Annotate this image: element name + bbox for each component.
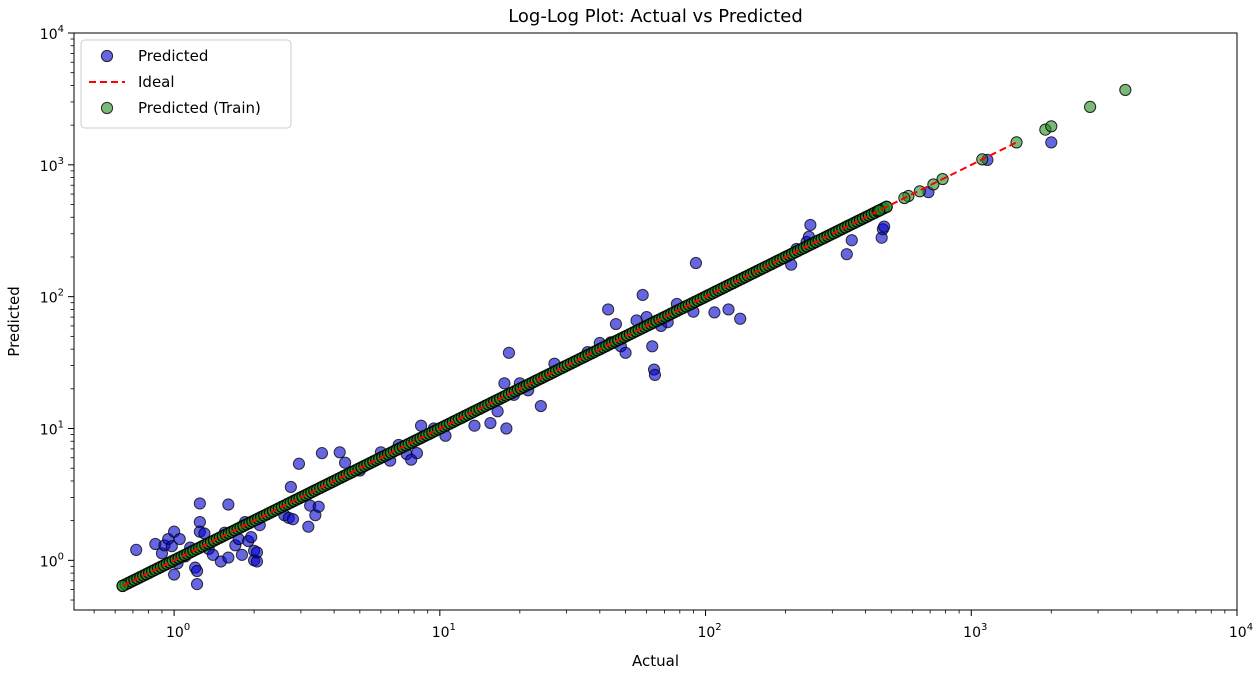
predicted-point xyxy=(500,422,513,435)
predicted-point xyxy=(130,543,143,556)
predicted-point xyxy=(286,513,300,526)
predicted-point xyxy=(190,578,204,591)
y-tick-label: 104 xyxy=(40,24,64,43)
predicted-point xyxy=(468,419,481,432)
predicted-point xyxy=(292,457,306,470)
predicted-point xyxy=(498,377,511,390)
train-point xyxy=(873,204,886,217)
predicted-point xyxy=(734,312,747,325)
chart-title: Log-Log Plot: Actual vs Predicted xyxy=(508,6,803,27)
predicted-point xyxy=(878,220,891,233)
predicted-point xyxy=(410,447,424,460)
x-tick-label: 103 xyxy=(963,622,987,641)
legend-marker-circle xyxy=(100,101,114,115)
predicted-point xyxy=(168,568,181,581)
predicted-point xyxy=(173,532,186,546)
predicted-point xyxy=(602,303,615,316)
predicted-point xyxy=(312,500,325,513)
train-point xyxy=(1045,120,1058,133)
y-tick-label: 102 xyxy=(40,288,64,307)
train-point xyxy=(1084,100,1097,114)
predicted-point xyxy=(1045,136,1058,149)
predicted-point xyxy=(619,346,632,359)
predicted-point xyxy=(206,548,220,561)
predicted-point xyxy=(165,540,178,553)
y-axis-label: Predicted xyxy=(5,286,23,356)
predicted-point xyxy=(245,531,258,544)
predicted-point xyxy=(302,520,315,533)
predicted-point xyxy=(250,546,264,559)
y-tick-label: 103 xyxy=(40,156,64,175)
train-point xyxy=(1010,136,1023,149)
legend-box xyxy=(80,39,292,129)
plot-frame xyxy=(73,32,1238,611)
legend-label: Predicted xyxy=(138,47,208,65)
predicted-point xyxy=(689,256,703,270)
predicted-point xyxy=(845,234,858,247)
predicted-point xyxy=(502,346,516,359)
predicted-point xyxy=(534,399,547,413)
legend-label: Ideal xyxy=(138,73,175,91)
predicted-point xyxy=(338,456,352,469)
predicted-point xyxy=(235,548,249,561)
predicted-point xyxy=(722,303,735,316)
predicted-point xyxy=(315,447,329,460)
x-tick-label: 102 xyxy=(697,622,721,641)
predicted-point xyxy=(840,248,853,261)
predicted-point xyxy=(284,480,297,494)
predicted-point xyxy=(648,368,662,381)
train-point xyxy=(1119,83,1132,97)
predicted-point xyxy=(708,306,721,319)
legend-marker-circle xyxy=(100,49,114,63)
predicted-point xyxy=(636,288,649,302)
predicted-point xyxy=(804,218,817,232)
predicted-point xyxy=(333,446,346,459)
predicted-point xyxy=(484,416,497,430)
legend-label: Predicted (Train) xyxy=(138,99,261,117)
ideal-line xyxy=(122,141,1017,587)
y-tick-label: 101 xyxy=(40,419,64,438)
predicted-point xyxy=(222,551,235,564)
axes: 100 101 102 103 104 100 101 102 103 104 xyxy=(40,24,1253,641)
x-tick-label: 101 xyxy=(432,622,456,641)
predicted-point xyxy=(193,497,206,510)
predicted-point xyxy=(609,317,623,331)
x-axis-label: Actual xyxy=(632,652,679,670)
plot-area xyxy=(116,83,1132,593)
predicted-point xyxy=(222,498,235,511)
predicted-point xyxy=(646,340,659,353)
legend: Predicted Ideal Predicted (Train) xyxy=(80,39,292,129)
predicted-point xyxy=(190,564,204,578)
y-tick-label: 100 xyxy=(40,551,64,570)
x-tick-label: 104 xyxy=(1229,622,1253,641)
x-tick-label: 100 xyxy=(166,622,190,641)
